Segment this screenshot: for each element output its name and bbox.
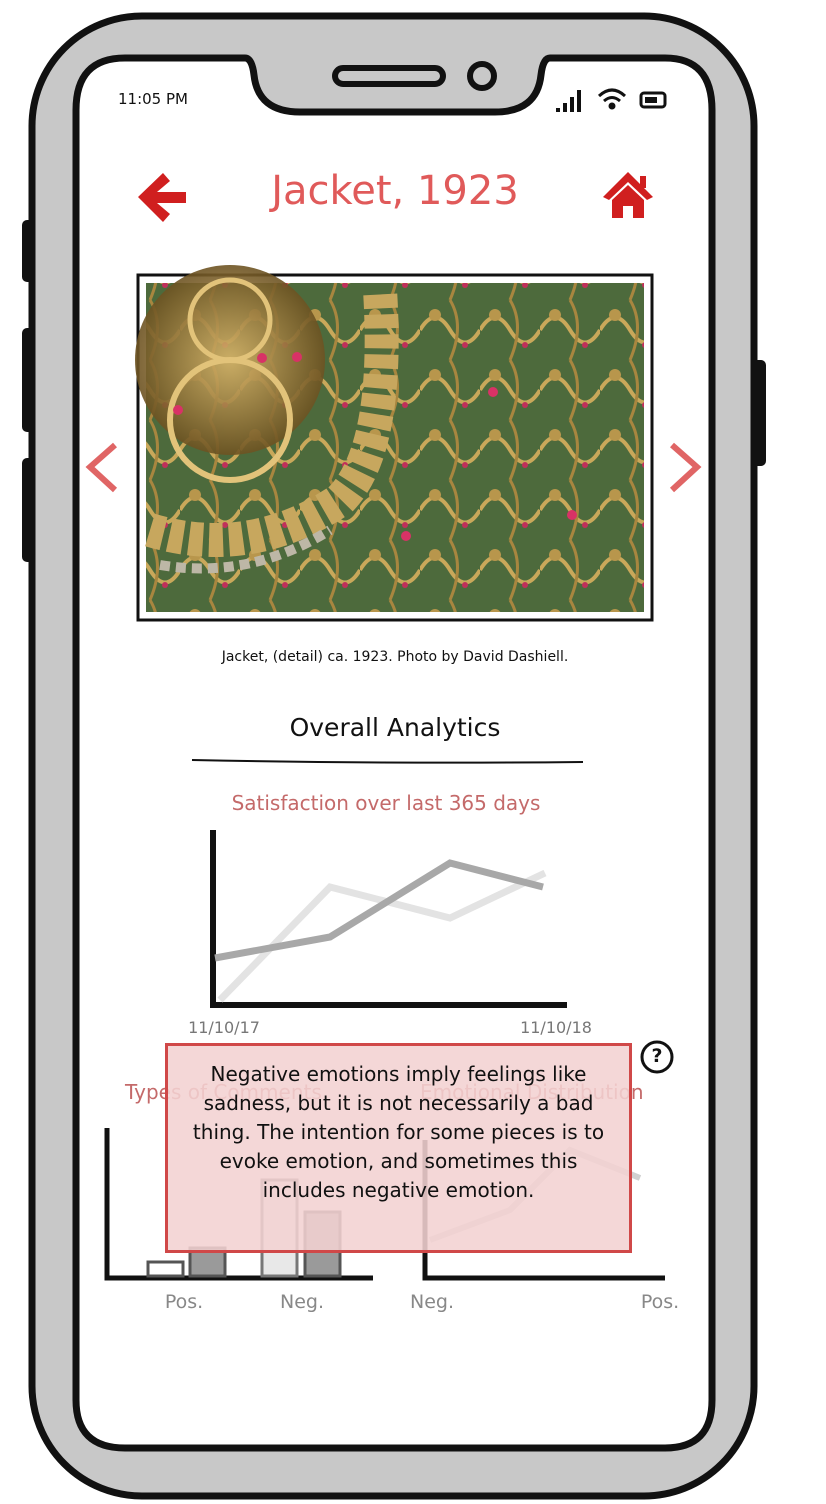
help-icon-label[interactable]: ? [651, 1045, 663, 1067]
section-title: Overall Analytics [289, 713, 501, 742]
axis [104, 1128, 373, 1281]
battery-level [645, 97, 657, 103]
bar [146, 1260, 185, 1278]
camera [467, 61, 497, 91]
help-icon[interactable] [640, 1040, 674, 1074]
speaker [332, 65, 446, 87]
line [214, 859, 544, 962]
x-end-label: 11/10/18 [520, 1018, 592, 1037]
axis [210, 830, 567, 1008]
prev-image[interactable] [85, 442, 118, 493]
back-button[interactable] [138, 173, 186, 222]
next-image[interactable] [669, 442, 702, 493]
x-label: Pos. [640, 1291, 680, 1313]
x-label: Pos. [164, 1291, 204, 1313]
battery-icon [639, 91, 667, 109]
chart-title: Satisfaction over last 365 days [231, 791, 541, 815]
jacket-image [135, 265, 644, 612]
tooltip: Negative emotions imply feelings like sa… [165, 1043, 632, 1253]
page-title: Jacket, 1923 [271, 168, 519, 214]
status-time: 11:05 PM [118, 90, 188, 108]
wifi-icon [597, 88, 627, 110]
divider [191, 759, 584, 764]
home-button[interactable] [603, 172, 653, 218]
x-label: Neg. [279, 1291, 325, 1313]
signal-icon [556, 90, 581, 112]
satisfaction-chart [210, 830, 567, 1008]
x-start-label: 11/10/17 [188, 1018, 260, 1037]
x-label: Neg. [409, 1291, 455, 1313]
image-caption: Jacket, (detail) ca. 1923. Photo by Davi… [221, 649, 569, 665]
